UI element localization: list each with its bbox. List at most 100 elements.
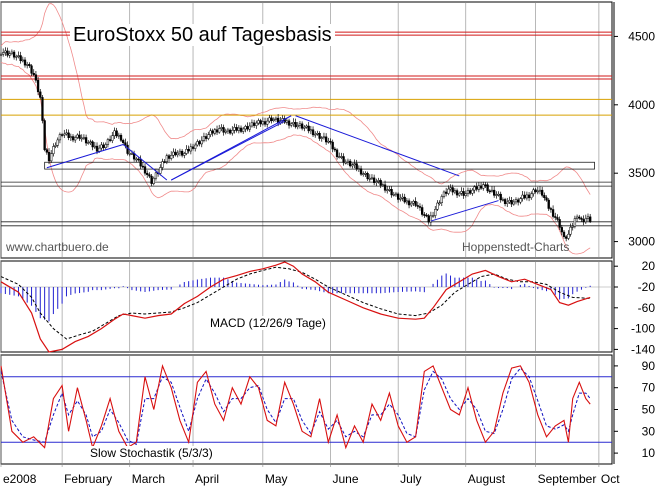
candle-body — [523, 194, 526, 199]
candle-body — [333, 148, 337, 151]
macd-signal-line — [0, 266, 591, 340]
candle-body — [412, 201, 415, 204]
candle-body — [154, 172, 158, 179]
candle-body — [113, 130, 116, 136]
price-panel — [0, 3, 612, 255]
trendline — [430, 200, 499, 222]
candle-body — [0, 53, 3, 56]
candle-body — [137, 158, 140, 161]
candle-body — [111, 135, 114, 141]
candle-body — [122, 140, 125, 143]
candle-body — [71, 136, 75, 141]
candle-body — [338, 156, 341, 158]
candle-body — [58, 134, 62, 141]
candle-body — [146, 172, 149, 175]
candle-body — [76, 134, 79, 138]
candle-body — [139, 159, 142, 167]
candle-body — [543, 195, 546, 198]
stochastic-d-line — [0, 367, 591, 446]
candle-body — [366, 173, 369, 180]
candle-body — [84, 137, 88, 144]
candle-body — [165, 155, 168, 162]
candle-body — [298, 123, 302, 126]
candle-body — [78, 134, 81, 139]
candle-body — [460, 191, 463, 194]
candle-body — [464, 193, 467, 196]
candle-body — [573, 218, 577, 227]
candle-body — [547, 199, 550, 209]
macd-ytick-label: -60 — [638, 301, 656, 315]
x-tick-label: February — [64, 472, 112, 486]
candle-body — [108, 139, 112, 141]
candle-body — [152, 177, 155, 184]
candle-body — [421, 207, 424, 215]
candle-body — [287, 120, 291, 126]
candle-body — [536, 190, 539, 193]
candle-body — [45, 149, 48, 153]
candle-body — [209, 130, 212, 135]
candle-body — [447, 188, 450, 194]
candle-body — [307, 125, 310, 132]
macd-ytick-label: -20 — [638, 280, 656, 294]
candle-body — [176, 152, 179, 156]
candle-body — [586, 216, 590, 219]
candle-body — [106, 139, 110, 145]
candle-body — [488, 190, 491, 193]
candle-body — [479, 185, 483, 189]
candle-body — [36, 80, 40, 93]
candle-body — [43, 120, 46, 150]
candle-body — [222, 127, 225, 133]
candle-body — [248, 125, 251, 130]
candle-body — [405, 200, 409, 203]
candle-body — [445, 191, 448, 194]
candle-body — [272, 119, 275, 121]
candle-body — [527, 194, 531, 199]
candle-body — [143, 166, 147, 174]
stochastic-k-line — [0, 363, 591, 450]
candle-body — [458, 192, 461, 196]
candle-body — [198, 141, 201, 145]
macd-ytick-label: -100 — [631, 322, 655, 336]
candle-body — [117, 134, 120, 137]
candle-body — [368, 178, 371, 180]
candle-body — [549, 208, 553, 210]
candle-body — [213, 129, 216, 134]
candle-body — [47, 152, 51, 162]
candle-body — [508, 200, 511, 203]
candle-body — [324, 136, 328, 143]
price-ytick-label: 3000 — [628, 235, 655, 249]
candle-body — [431, 215, 435, 217]
candle-body — [202, 136, 206, 141]
candle-body — [235, 127, 238, 131]
candle-body — [475, 186, 478, 190]
y-axis: 3000 3500 4000 4500 -140 -100 -60 -20 20 10 30 50 70… — [613, 2, 656, 464]
candle-body — [10, 51, 14, 54]
x-tick-label: July — [400, 472, 421, 486]
candle-body — [582, 219, 585, 223]
candle-body — [451, 187, 454, 193]
candle-body — [204, 136, 208, 139]
candle-body — [17, 55, 20, 57]
price-ytick-label: 3500 — [628, 166, 655, 180]
candle-body — [534, 189, 537, 193]
candle-body — [519, 198, 522, 203]
candle-body — [364, 173, 367, 175]
candle-body — [327, 140, 330, 143]
candle-body — [257, 120, 260, 124]
candle-body — [231, 129, 234, 134]
macd-frame — [0, 260, 613, 353]
candle-body — [442, 191, 446, 197]
candle-body — [228, 129, 232, 134]
candle-body — [255, 122, 258, 126]
candle-body — [259, 120, 262, 125]
candle-body — [388, 189, 391, 191]
consolidation-box — [44, 161, 595, 170]
candle-body — [375, 181, 378, 183]
candle-body — [189, 146, 192, 152]
candle-body — [185, 149, 188, 154]
candle-body — [39, 91, 42, 98]
candle-body — [394, 193, 398, 196]
candle-body — [89, 141, 92, 143]
candle-body — [82, 137, 86, 139]
candle-body — [19, 55, 22, 62]
